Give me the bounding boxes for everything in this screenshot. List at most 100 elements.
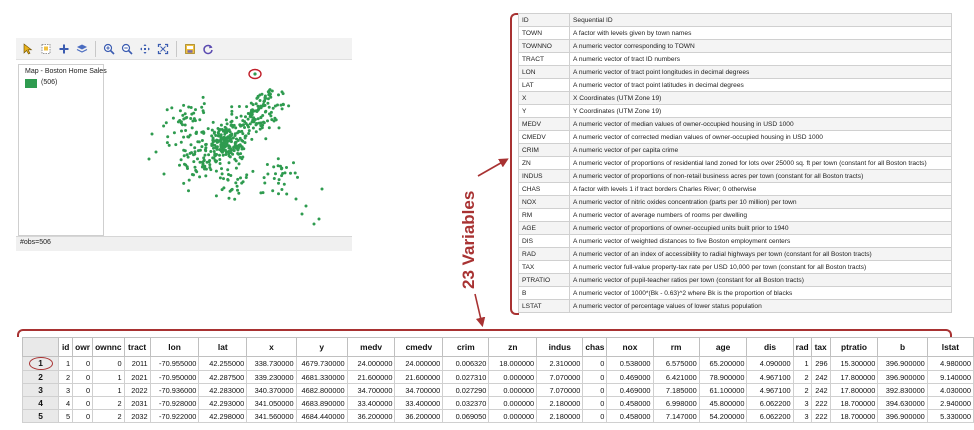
tract-point[interactable] [215,145,219,149]
table-cell[interactable]: 1 [792,356,812,371]
tract-point[interactable] [256,117,260,121]
tract-point[interactable] [232,149,236,153]
tract-point[interactable] [229,139,233,143]
tract-point[interactable] [195,130,198,134]
tract-point[interactable] [272,119,276,123]
tract-point[interactable] [262,120,265,124]
tract-point[interactable] [192,173,195,177]
tract-point[interactable] [196,157,199,161]
tract-point[interactable] [176,120,180,124]
tract-point[interactable] [207,153,211,157]
tract-point[interactable] [235,137,238,141]
tract-point[interactable] [201,163,205,167]
tract-point[interactable] [198,160,202,164]
tract-point[interactable] [249,101,253,105]
tract-point[interactable] [227,139,231,143]
tract-point[interactable] [185,153,189,157]
tract-point[interactable] [201,109,205,113]
tract-point[interactable] [294,197,298,201]
tract-point[interactable] [254,123,258,127]
tract-point[interactable] [266,101,270,105]
tract-point[interactable] [183,149,187,153]
tract-point[interactable] [213,154,217,158]
tract-point[interactable] [186,155,190,159]
table-cell[interactable]: 45.800000 [698,396,748,410]
table-cell[interactable]: 6.998000 [652,396,700,410]
tract-point[interactable] [222,146,225,150]
table-cell[interactable]: 0 [582,370,608,384]
table-cell[interactable]: 222 [810,409,831,423]
tract-point[interactable] [279,164,282,168]
tract-point[interactable] [263,181,267,185]
tract-point[interactable] [238,155,242,159]
tract-point[interactable] [226,178,230,182]
tract-point[interactable] [237,129,241,133]
tract-point[interactable] [282,182,286,186]
tract-point[interactable] [200,105,204,109]
tract-point[interactable] [222,186,226,190]
tract-point[interactable] [154,150,158,154]
tract-point[interactable] [289,171,292,175]
row-number[interactable]: 4 [21,396,60,410]
tract-point[interactable] [247,129,251,133]
tract-point[interactable] [285,166,288,169]
tract-point[interactable] [200,130,204,134]
tract-point[interactable] [280,167,283,171]
tract-point[interactable] [250,108,253,112]
tract-point[interactable] [186,135,190,139]
table-cell[interactable]: 0 [582,356,608,371]
tract-point[interactable] [317,217,321,221]
tract-point[interactable] [230,119,234,123]
table-cell[interactable]: 2 [92,409,125,423]
tract-point[interactable] [292,161,295,165]
tract-point[interactable] [237,105,241,108]
table-cell[interactable]: -70.928000 [149,396,200,410]
tract-point[interactable] [220,141,224,145]
table-cell[interactable]: 17.800000 [829,383,879,397]
table-cell[interactable]: 341.560000 [246,409,297,423]
tract-point[interactable] [254,102,258,106]
tract-point[interactable] [162,172,166,176]
table-cell[interactable]: 65.200000 [698,356,748,371]
tract-point[interactable] [181,113,185,117]
tract-point[interactable] [212,131,216,135]
table-cell[interactable]: 33.400000 [346,396,396,410]
column-header[interactable]: b [877,337,928,357]
tract-point[interactable] [193,150,197,154]
tract-point[interactable] [277,178,281,182]
tract-point[interactable] [234,166,238,170]
tract-point[interactable] [304,204,308,208]
legend-swatch[interactable] [25,79,37,88]
table-cell[interactable]: 0 [92,356,125,371]
tract-point[interactable] [236,152,240,155]
tract-point[interactable] [277,126,281,130]
table-cell[interactable]: 0.027310 [442,370,490,384]
column-header[interactable]: rm [652,337,700,357]
table-cell[interactable]: 4681.330000 [295,370,348,384]
tract-point[interactable] [187,105,191,109]
pan-icon[interactable] [137,41,153,57]
tract-point[interactable] [230,112,234,116]
table-cell[interactable]: 6.062200 [746,396,794,410]
tract-point[interactable] [276,157,280,161]
column-header[interactable]: chas [582,337,608,357]
tract-point[interactable] [250,137,254,141]
table-cell[interactable]: 0.000000 [488,396,538,410]
tract-point[interactable] [239,114,243,118]
tract-point[interactable] [206,127,210,131]
table-cell[interactable]: 34.700000 [394,383,444,397]
tract-point[interactable] [210,128,214,132]
tract-point[interactable] [214,134,218,137]
tract-point[interactable] [193,165,197,169]
tract-point[interactable] [252,109,256,113]
table-cell[interactable]: 15.300000 [829,356,879,371]
tract-point[interactable] [312,222,316,226]
table-cell[interactable]: 21.600000 [346,370,396,384]
tract-point[interactable] [182,181,186,185]
tract-point[interactable] [227,137,231,140]
zoom-out-icon[interactable] [119,41,135,57]
tract-point[interactable] [200,145,204,149]
tract-point[interactable] [183,112,187,116]
tract-point[interactable] [253,118,257,121]
tract-point[interactable] [260,126,264,130]
